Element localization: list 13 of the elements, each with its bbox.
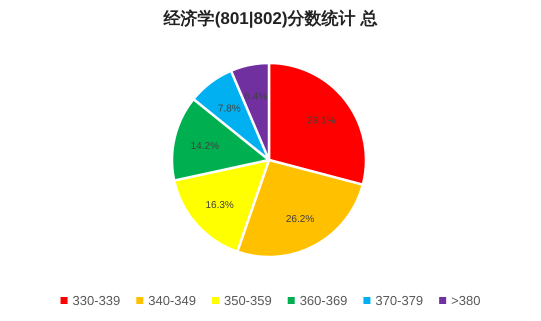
data-label: 26.2% — [286, 214, 314, 226]
data-label: 16.3% — [205, 200, 234, 211]
legend-label: 350-359 — [224, 293, 272, 308]
data-label: 6.4% — [244, 91, 268, 102]
legend-label: 370-379 — [375, 293, 424, 308]
legend-label: >380 — [451, 293, 480, 308]
legend-label: 330-339 — [72, 293, 120, 308]
data-label: 29.1% — [307, 116, 336, 127]
legend-label: 340-349 — [148, 293, 196, 308]
data-label: 7.8% — [218, 103, 241, 114]
legend-label: 360-369 — [300, 293, 348, 308]
data-label: 14.2% — [190, 140, 220, 152]
chart-title: 经济学(801|802)分数统计 总 — [162, 9, 378, 28]
